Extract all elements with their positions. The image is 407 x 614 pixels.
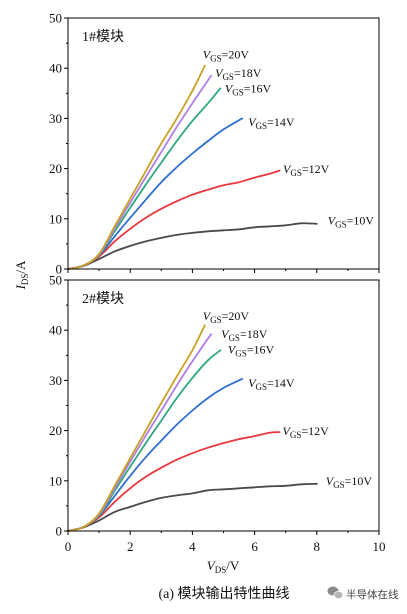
x-tick-label: 6: [251, 539, 258, 554]
x-axis-label-symbol: V: [207, 558, 217, 573]
series-label-symbol: V: [283, 162, 292, 176]
series-label-subscript: GS: [222, 72, 234, 82]
series-label-symbol: V: [225, 81, 234, 95]
figure-caption: (a) 模块输出特性曲线: [158, 586, 289, 602]
series-label-subscript: GS: [235, 348, 247, 358]
series-line-vgs-12v: [67, 431, 281, 532]
chart-panels: 010203040501#模块VGS=20VVGS=18VVGS=16VVGS=…: [49, 11, 386, 555]
series-line-vgs-10v: [67, 482, 318, 532]
series-label-value: =10V: [345, 474, 373, 488]
wechat-icon-bubble-small: [333, 591, 344, 600]
y-tick-label: 20: [49, 423, 62, 438]
series-label-value: =12V: [302, 162, 330, 176]
series-line-vgs-10v: [67, 222, 318, 270]
series-label-subscript: GS: [256, 382, 268, 392]
series-label-symbol: V: [248, 376, 257, 390]
x-axis-label-unit: /V: [226, 558, 240, 573]
series-label-vgs-12v: VGS=12V: [283, 162, 330, 178]
y-tick-label: 30: [49, 373, 62, 388]
series-line-vgs-20v: [67, 324, 206, 532]
series-label-value: =14V: [267, 115, 295, 129]
series-label-symbol: V: [328, 213, 337, 227]
series-label-symbol: V: [203, 48, 212, 62]
y-axis-label-subscript: DS: [20, 274, 30, 286]
y-tick-label: 20: [49, 161, 62, 176]
x-axis-label-subscript: DS: [215, 565, 227, 575]
series-line-vgs-20v: [67, 64, 206, 270]
series-label-vgs-18v: VGS=18V: [215, 66, 262, 82]
y-tick-label: 40: [49, 323, 62, 338]
x-tick-label: 8: [314, 539, 321, 554]
series-label-value: =16V: [244, 81, 272, 95]
y-tick-label: 30: [49, 111, 62, 126]
y-tick-label: 10: [49, 473, 62, 488]
series-label-value: =12V: [301, 424, 329, 438]
x-tick-label: 10: [373, 539, 386, 554]
series-label-symbol: V: [221, 327, 230, 341]
series-label-subscript: GS: [333, 480, 345, 490]
series-label-symbol: V: [203, 309, 212, 323]
wechat-icon: [327, 586, 344, 600]
series-label-symbol: V: [248, 115, 257, 129]
y-axis-label-symbol: I: [13, 284, 28, 290]
y-tick-label: 0: [56, 262, 63, 277]
series-label-value: =10V: [347, 213, 375, 227]
y-tick-label: 50: [49, 273, 62, 288]
series-label-subscript: GS: [335, 219, 347, 229]
series-label-vgs-14v: VGS=14V: [248, 115, 295, 131]
series-label-vgs-16v: VGS=16V: [228, 342, 275, 358]
series-label-subscript: GS: [210, 54, 222, 64]
series-lines: [67, 64, 318, 270]
x-tick-label: 2: [127, 539, 134, 554]
series-label-vgs-10v: VGS=10V: [326, 474, 373, 490]
series-label-vgs-20v: VGS=20V: [203, 48, 250, 64]
series-label-symbol: V: [215, 66, 224, 80]
x-tick-label: 4: [189, 539, 196, 554]
watermark-text: 半导体在线: [346, 588, 399, 601]
x-axis-label: VDS/V: [207, 558, 240, 575]
series-label-vgs-18v: VGS=18V: [221, 327, 268, 343]
y-axis-label-unit: /A: [13, 260, 28, 274]
watermark: 半导体在线: [327, 586, 399, 601]
series-label-symbol: V: [326, 474, 335, 488]
series-label-subscript: GS: [210, 315, 222, 325]
series-label-value: =20V: [222, 309, 250, 323]
series-line-vgs-12v: [67, 169, 281, 270]
y-axis-label: IDS/A: [13, 260, 30, 290]
series-label-subscript: GS: [290, 430, 302, 440]
series-label-symbol: V: [283, 424, 292, 438]
series-label-subscript: GS: [256, 121, 268, 131]
y-tick-label: 10: [49, 211, 62, 226]
series-label-value: =16V: [247, 342, 275, 356]
series-label-value: =20V: [222, 48, 250, 62]
x-tick-label: 0: [65, 539, 72, 554]
series-label-vgs-14v: VGS=14V: [248, 376, 295, 392]
panel-title: 1#模块: [82, 29, 124, 45]
series-label-subscript: GS: [290, 168, 302, 178]
chart-panel-1: 010203040501#模块VGS=20VVGS=18VVGS=16VVGS=…: [49, 11, 380, 277]
series-label-vgs-12v: VGS=12V: [283, 424, 330, 440]
y-tick-label: 40: [49, 61, 62, 76]
series-label-vgs-16v: VGS=16V: [225, 81, 272, 97]
series-label-subscript: GS: [228, 333, 240, 343]
series-label-value: =18V: [234, 66, 262, 80]
y-tick-label: 0: [56, 524, 63, 539]
series-label-value: =18V: [240, 327, 268, 341]
series-label-value: =14V: [267, 376, 295, 390]
series-lines: [67, 324, 318, 532]
panel-title: 2#模块: [82, 291, 124, 307]
series-label-vgs-20v: VGS=20V: [203, 309, 250, 325]
series-label-vgs-10v: VGS=10V: [328, 213, 375, 229]
series-label-subscript: GS: [232, 87, 244, 97]
y-tick-label: 50: [49, 11, 62, 26]
series-label-symbol: V: [228, 342, 237, 356]
